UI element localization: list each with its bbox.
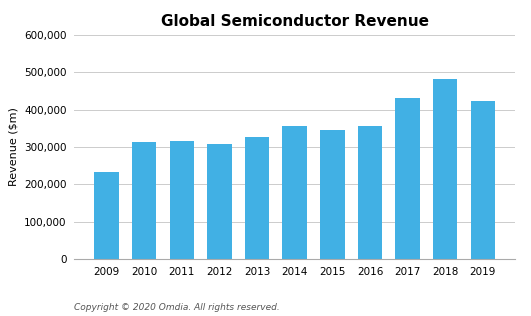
Bar [396, 98, 420, 259]
Bar [320, 130, 345, 259]
Bar [358, 126, 382, 259]
Bar [132, 143, 157, 259]
Title: Global Semiconductor Revenue: Global Semiconductor Revenue [161, 15, 429, 29]
Bar [245, 137, 269, 259]
Bar [433, 79, 457, 259]
Bar [95, 172, 119, 259]
Bar [169, 141, 194, 259]
Bar [282, 126, 307, 259]
Bar [470, 101, 495, 259]
Text: Copyright © 2020 Omdia. All rights reserved.: Copyright © 2020 Omdia. All rights reser… [74, 303, 280, 312]
Bar [207, 144, 232, 259]
Y-axis label: Revenue ($m): Revenue ($m) [8, 107, 19, 186]
